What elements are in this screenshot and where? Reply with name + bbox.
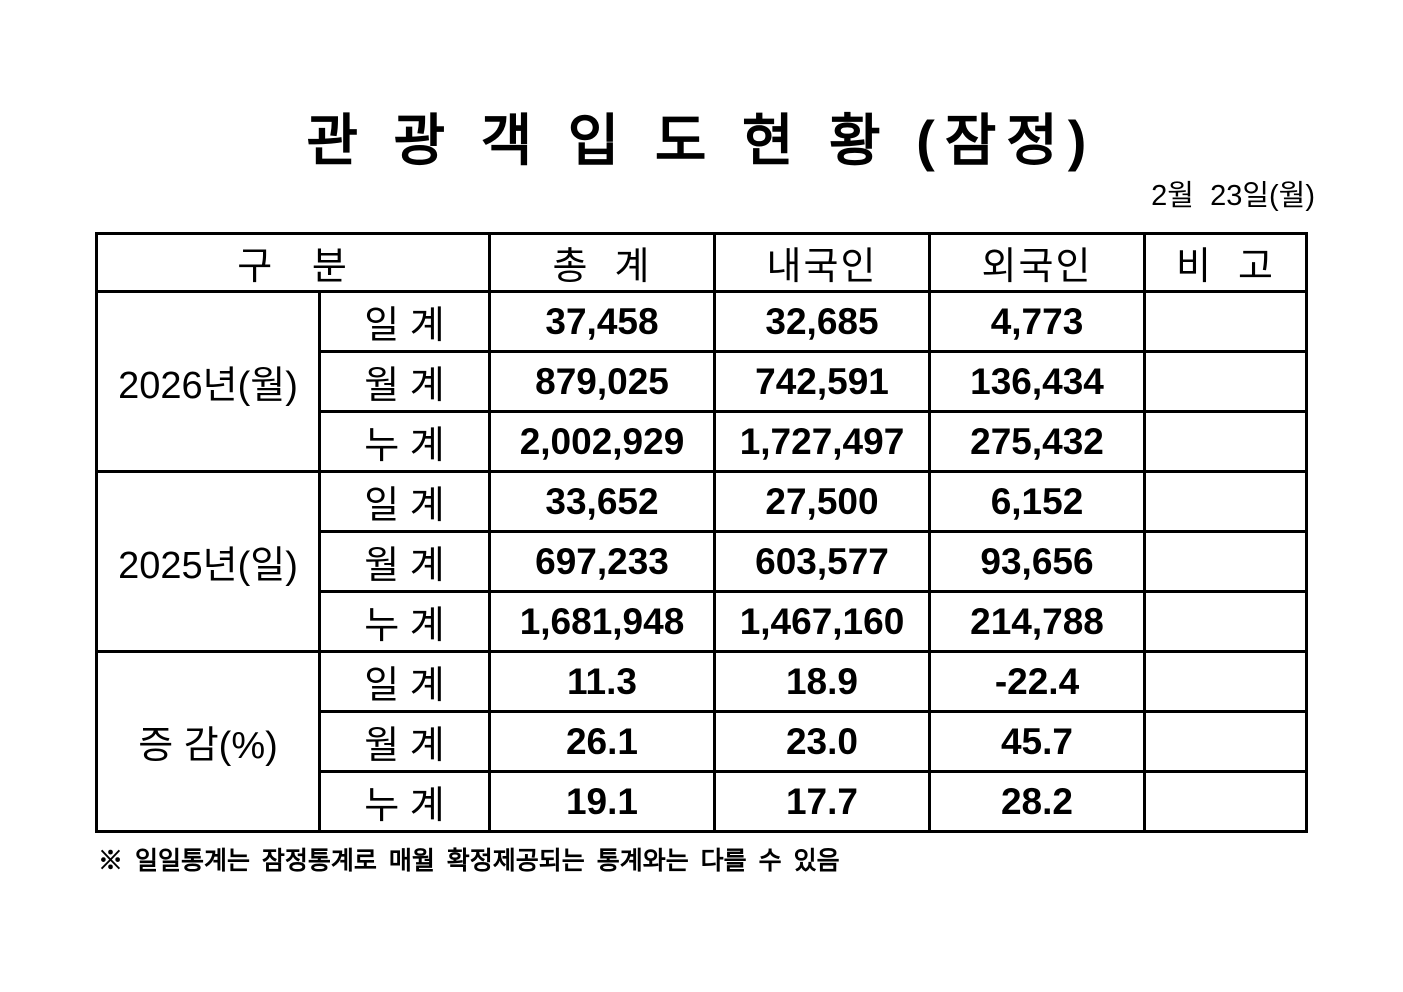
cell-note: [1143, 650, 1308, 713]
statistics-table: 구 분 총 계 내국인 외국인 비 고 2026년(월) 일 계 37,458 …: [95, 232, 1308, 833]
header-foreign: 외국인: [928, 232, 1146, 293]
cell-foreign: 4,773: [928, 290, 1146, 353]
page-title: 관 광 객 입 도 현 황 (잠정): [306, 109, 1097, 172]
cell-domestic: 23.0: [713, 710, 931, 773]
table-row: 2026년(월) 일 계 37,458 32,685 4,773: [95, 290, 1308, 473]
cell-note: [1143, 770, 1308, 833]
cell-total: 19.1: [488, 770, 716, 833]
cell-domestic: 603,577: [713, 530, 931, 593]
table-row: 월 계 697,233 603,577 93,656: [97, 530, 1308, 593]
table-row: 누 계 1,681,948 1,467,160 214,788: [97, 590, 1308, 653]
report-date: 2월 23일(월): [1151, 180, 1315, 212]
cell-total: 2,002,929: [488, 410, 716, 473]
row-sub-label: 월 계: [318, 710, 491, 773]
row-sub-label: 누 계: [318, 770, 491, 833]
cell-note: [1143, 590, 1308, 653]
year-group-label-2025: 2025년(일): [95, 470, 321, 653]
header-domestic: 내국인: [713, 232, 931, 293]
row-sub-label: 일 계: [318, 650, 491, 713]
year-group-label-change: 증 감(%): [95, 650, 321, 833]
year-group-label-2026: 2026년(월): [95, 290, 321, 473]
cell-foreign: 45.7: [928, 710, 1146, 773]
cell-total: 1,681,948: [488, 590, 716, 653]
header-total: 총 계: [488, 232, 716, 293]
cell-total: 33,652: [488, 470, 716, 533]
cell-note: [1143, 710, 1308, 773]
cell-note: [1143, 290, 1308, 353]
table-row: 2025년(일) 일 계 33,652 27,500 6,152: [95, 470, 1308, 653]
cell-note: [1143, 350, 1308, 413]
footnote: ※ 일일통계는 잠정통계로 매월 확정제공되는 통계와는 다를 수 있음: [98, 847, 840, 875]
cell-total: 11.3: [488, 650, 716, 713]
table-row: 누 계 19.1 17.7 28.2: [97, 770, 1308, 833]
cell-note: [1143, 470, 1308, 533]
table-row: 월 계 26.1 23.0 45.7: [97, 710, 1308, 773]
cell-foreign: 214,788: [928, 590, 1146, 653]
cell-foreign: 6,152: [928, 470, 1146, 533]
cell-total: 37,458: [488, 290, 716, 353]
cell-domestic: 742,591: [713, 350, 931, 413]
row-sub-label: 월 계: [318, 350, 491, 413]
cell-domestic: 27,500: [713, 470, 931, 533]
cell-domestic: 32,685: [713, 290, 931, 353]
cell-foreign: 28.2: [928, 770, 1146, 833]
cell-domestic: 1,467,160: [713, 590, 931, 653]
cell-domestic: 17.7: [713, 770, 931, 833]
cell-total: 26.1: [488, 710, 716, 773]
row-sub-label: 누 계: [318, 590, 491, 653]
row-sub-label: 누 계: [318, 410, 491, 473]
header-note: 비 고: [1143, 232, 1308, 293]
cell-total: 697,233: [488, 530, 716, 593]
row-sub-label: 월 계: [318, 530, 491, 593]
table-row: 증 감(%) 일 계 11.3 18.9 -22.4: [95, 650, 1308, 833]
cell-total: 879,025: [488, 350, 716, 413]
cell-foreign: 93,656: [928, 530, 1146, 593]
row-sub-label: 일 계: [318, 470, 491, 533]
cell-foreign: -22.4: [928, 650, 1146, 713]
cell-foreign: 275,432: [928, 410, 1146, 473]
cell-note: [1143, 530, 1308, 593]
cell-foreign: 136,434: [928, 350, 1146, 413]
cell-domestic: 18.9: [713, 650, 931, 713]
row-sub-label: 일 계: [318, 290, 491, 353]
table-header-row: 구 분 총 계 내국인 외국인 비 고: [95, 232, 1308, 293]
cell-note: [1143, 410, 1308, 473]
cell-domestic: 1,727,497: [713, 410, 931, 473]
table-row: 월 계 879,025 742,591 136,434: [97, 350, 1308, 413]
header-gubun: 구 분: [95, 232, 491, 293]
table-row: 누 계 2,002,929 1,727,497 275,432: [97, 410, 1308, 473]
